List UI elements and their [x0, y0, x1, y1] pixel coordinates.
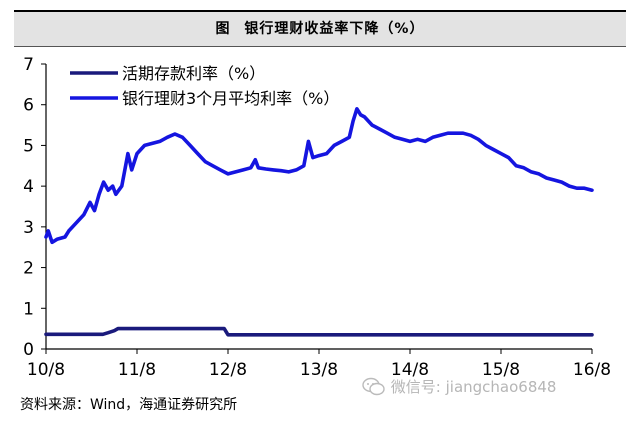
legend-label: 活期存款利率（%） [122, 64, 265, 83]
x-tick-label: 13/8 [300, 360, 338, 380]
y-tick-label: 4 [23, 177, 34, 197]
y-tick-label: 3 [23, 218, 34, 238]
wechat-icon [362, 377, 385, 395]
y-tick-label: 1 [23, 299, 34, 319]
x-tick-label: 16/8 [573, 360, 611, 380]
watermark-text: 微信号: jiangchao6848 [390, 378, 557, 396]
legend-label: 银行理财3个月平均利率（%） [122, 89, 339, 108]
y-tick-label: 2 [23, 259, 34, 279]
chart-title-bar: 图 银行理财收益率下降（%） [14, 10, 626, 47]
y-tick-label: 7 [23, 55, 34, 75]
chart-title: 银行理财收益率下降（%） [244, 21, 425, 37]
x-tick-label: 15/8 [482, 360, 520, 380]
x-tick-label: 10/8 [27, 360, 65, 380]
chart-axes: 0 1 2 3 4 5 6 7 10/8 11/8 12/8 13/8 14/8 15/8 16/8 [23, 55, 611, 380]
figure-prefix: 图 [215, 21, 231, 37]
chart-legend: 活期存款利率（%） 银行理财3个月平均利率（%） [70, 64, 339, 108]
y-tick-label: 6 [23, 96, 34, 116]
source-note: 资料来源：Wind，海通证券研究所 [20, 397, 238, 413]
wechat-watermark: 微信号: jiangchao6848 [362, 376, 624, 400]
y-tick-label: 0 [23, 340, 34, 360]
series-line-wealth-mgmt-rate [44, 107, 594, 245]
y-tick-label: 5 [23, 136, 34, 156]
x-tick-label: 14/8 [391, 360, 429, 380]
x-tick-label: 12/8 [209, 360, 247, 380]
series-line-demand-deposit-rate [44, 326, 594, 337]
chart-series [44, 107, 594, 337]
x-tick-label: 11/8 [118, 360, 156, 380]
